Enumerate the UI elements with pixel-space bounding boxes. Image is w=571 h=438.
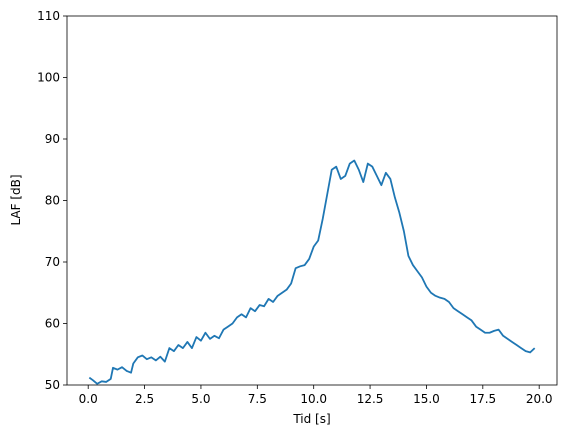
data-line (88, 159, 536, 385)
y-tick-label: 50 (45, 378, 60, 392)
y-axis-label: LAF [dB] (9, 174, 23, 225)
x-tick-label: 2.5 (135, 392, 154, 406)
x-axis-label: Tid [s] (292, 412, 330, 426)
y-tick-label: 100 (37, 71, 60, 85)
x-tick-label: 0.0 (79, 392, 98, 406)
y-tick-label: 90 (45, 132, 60, 146)
x-tick-label: 7.5 (248, 392, 267, 406)
y-tick-label: 60 (45, 317, 60, 331)
plot-frame (66, 15, 558, 386)
y-tick-label: 70 (45, 255, 60, 269)
y-tick-label: 80 (45, 194, 60, 208)
x-tick-label: 10.0 (300, 392, 327, 406)
x-tick-label: 20.0 (526, 392, 553, 406)
x-tick-label: 5.0 (191, 392, 210, 406)
x-tick-label: 12.5 (357, 392, 384, 406)
x-tick-label: 17.5 (469, 392, 496, 406)
x-tick-label: 15.0 (413, 392, 440, 406)
y-tick-label: 110 (37, 9, 60, 23)
